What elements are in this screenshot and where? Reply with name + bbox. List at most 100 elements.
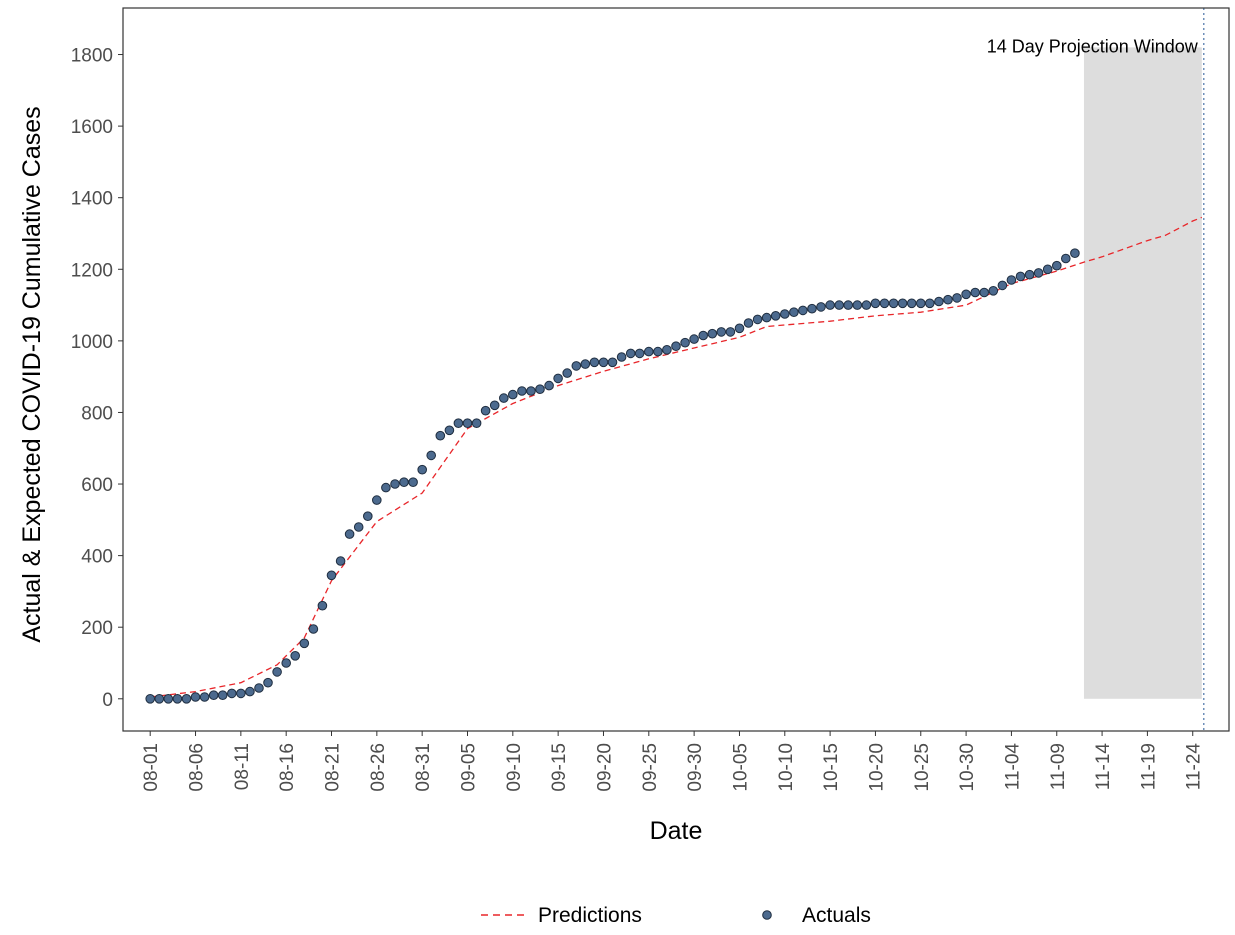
actual-point — [861, 300, 872, 310]
y-tick-label: 1200 — [71, 260, 113, 281]
y-tick-label: 200 — [81, 618, 113, 639]
x-tick-label: 11-04 — [1002, 743, 1023, 791]
actual-point — [245, 686, 255, 697]
actual-point — [798, 305, 808, 316]
y-tick-label: 1600 — [71, 117, 113, 138]
actual-point — [172, 694, 183, 704]
actual-point — [471, 418, 482, 429]
actual-point — [616, 352, 627, 362]
actual-point — [163, 694, 174, 704]
x-tick-label: 10-20 — [866, 743, 887, 792]
actual-point — [680, 337, 690, 348]
actual-point — [335, 556, 346, 566]
x-tick-label: 10-30 — [957, 743, 978, 792]
actual-point — [154, 694, 165, 704]
actual-point — [671, 341, 681, 352]
x-tick-label: 09-25 — [640, 743, 661, 792]
actual-point — [263, 677, 273, 688]
actual-point — [1006, 275, 1017, 285]
actual-point — [970, 287, 981, 298]
actual-point — [979, 287, 990, 298]
actual-point — [807, 303, 817, 314]
actual-point — [489, 400, 500, 411]
actual-point — [879, 298, 890, 309]
projection-window: 14 Day Projection Window — [987, 8, 1205, 731]
actual-point — [1052, 260, 1062, 271]
actual-point — [1024, 269, 1035, 280]
x-tick-label: 08-16 — [277, 743, 298, 792]
x-tick-label: 08-26 — [368, 743, 389, 792]
actual-point — [553, 373, 563, 384]
actual-point — [326, 570, 337, 581]
actual-point — [444, 425, 455, 436]
x-tick-label: 09-30 — [685, 743, 706, 792]
x-tick-label: 10-25 — [912, 743, 933, 792]
actual-point — [517, 386, 527, 396]
actual-point — [299, 638, 310, 649]
y-tick-label: 1400 — [71, 189, 113, 210]
actual-point — [562, 368, 573, 378]
x-tick-label: 11-19 — [1138, 743, 1159, 790]
actual-point — [190, 692, 201, 702]
actual-point — [997, 280, 1008, 291]
actual-point — [290, 651, 301, 661]
actual-point — [816, 302, 826, 312]
actual-point — [1061, 253, 1071, 264]
y-tick-label: 0 — [102, 690, 113, 711]
actual-point — [480, 405, 491, 416]
x-axis-title: Date — [650, 817, 703, 845]
legend-predictions-label: Predictions — [538, 904, 642, 927]
x-tick-label: 08-21 — [323, 743, 344, 792]
actual-point — [344, 529, 355, 539]
actual-point — [145, 694, 155, 704]
actual-point — [208, 690, 219, 701]
actual-point — [417, 464, 428, 475]
actual-point — [308, 624, 319, 634]
actual-point — [372, 495, 382, 505]
y-tick-label: 1800 — [71, 46, 113, 67]
actual-point — [399, 477, 409, 488]
actual-point — [770, 311, 781, 321]
actual-point — [381, 482, 391, 493]
legend-actuals-key — [762, 910, 772, 920]
actual-point — [390, 479, 400, 489]
actual-point — [227, 688, 237, 699]
actual-point — [1042, 264, 1053, 275]
actual-point — [943, 294, 953, 305]
actual-point — [607, 357, 618, 368]
x-tick-label: 08-11 — [232, 743, 253, 790]
actual-point — [281, 658, 292, 668]
x-tick-label: 11-14 — [1093, 743, 1114, 791]
x-tick-label: 09-15 — [549, 743, 570, 792]
actual-point — [780, 309, 790, 319]
actual-point — [725, 327, 736, 337]
actual-point — [236, 688, 246, 699]
actual-point — [353, 522, 364, 532]
actual-point — [852, 300, 863, 310]
actual-point — [734, 323, 745, 334]
actual-point — [916, 298, 926, 309]
actual-point — [925, 298, 935, 309]
actual-point — [435, 430, 446, 441]
actual-point — [716, 327, 727, 337]
actual-point — [934, 296, 944, 307]
actual-point — [254, 683, 264, 693]
y-tick-label: 800 — [81, 403, 113, 424]
actual-point — [653, 346, 663, 357]
actual-point — [598, 357, 609, 368]
actual-point — [217, 690, 228, 701]
x-tick-label: 08-31 — [413, 743, 434, 792]
actual-point — [752, 314, 763, 325]
legend: Predictions Actuals — [481, 904, 871, 927]
actual-point — [988, 286, 999, 296]
actual-point — [426, 450, 437, 461]
x-tick-label: 10-10 — [776, 743, 797, 792]
actual-point — [662, 345, 672, 355]
x-tick-label: 10-05 — [730, 743, 751, 792]
actual-point — [897, 298, 908, 309]
actual-point — [363, 511, 373, 522]
actuals-series — [145, 248, 1080, 704]
y-axis: 0 200 400 600 800 1000 1200 1400 1600 1800 — [71, 46, 123, 711]
plot-panel-border — [122, 7, 1230, 732]
